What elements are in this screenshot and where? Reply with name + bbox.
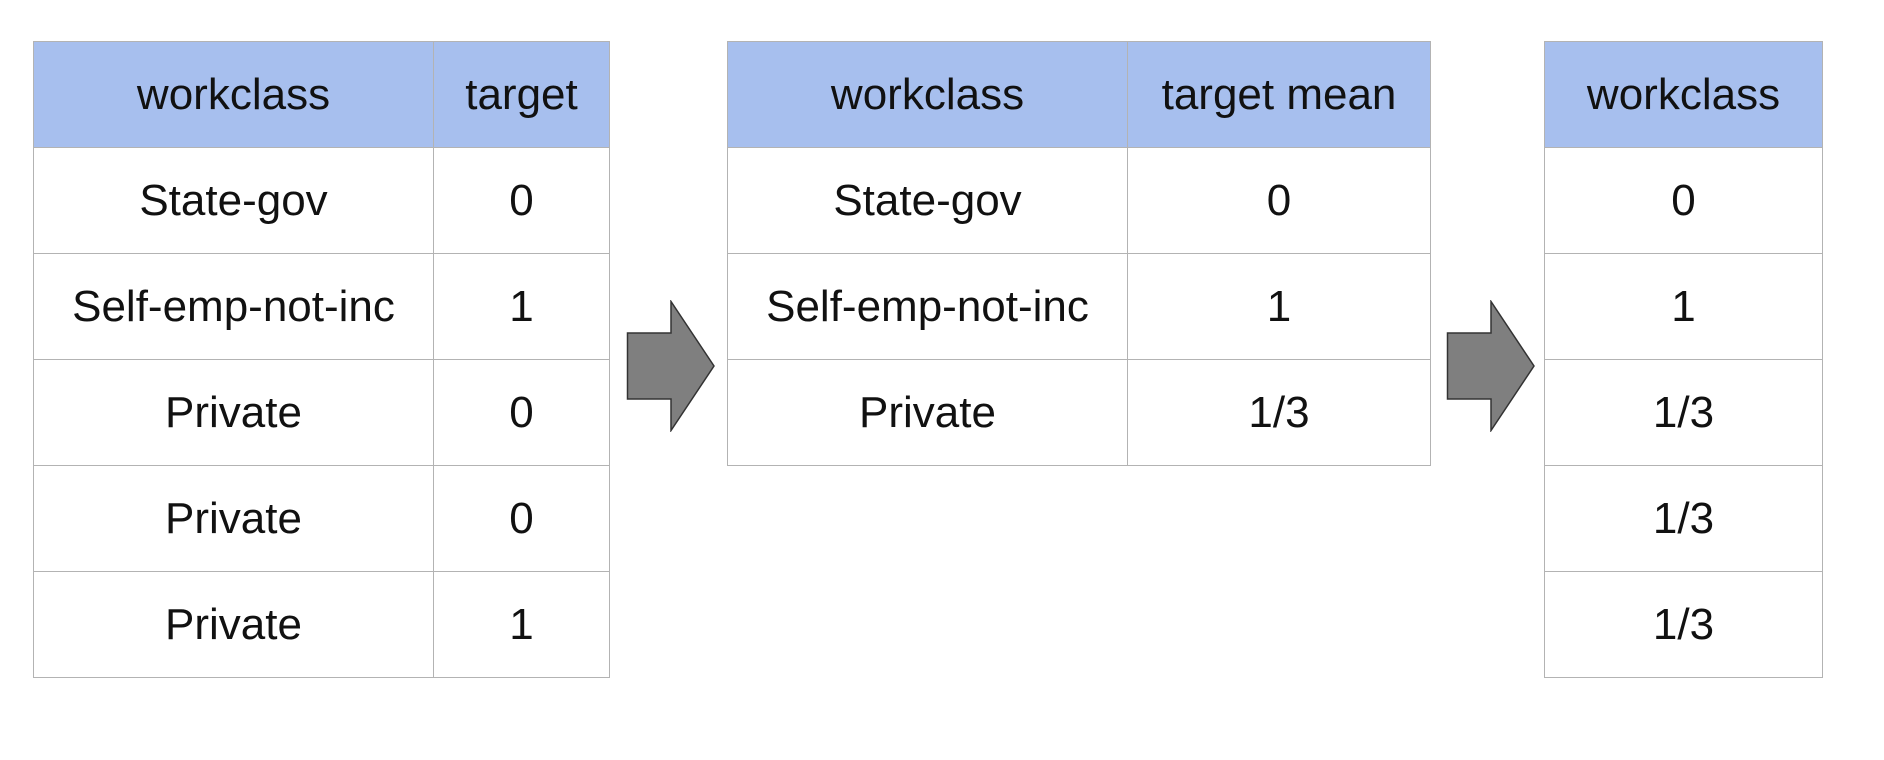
cell-workclass: Self-emp-not-inc	[727, 253, 1128, 360]
cell-workclass: Private	[33, 571, 434, 678]
cell-encoded-workclass: 1/3	[1544, 359, 1823, 466]
right-arrow-icon	[626, 300, 715, 432]
cell-workclass: Private	[33, 359, 434, 466]
table-row: State-gov 0	[727, 147, 1431, 254]
right-arrow-icon	[1446, 300, 1535, 432]
table-row: Private 0	[33, 359, 610, 466]
cell-encoded-workclass: 1/3	[1544, 465, 1823, 572]
cell-target: 1	[433, 253, 610, 360]
table-row: 1	[1544, 253, 1823, 360]
cell-target: 0	[433, 147, 610, 254]
table-row: State-gov 0	[33, 147, 610, 254]
table-row: 0	[1544, 147, 1823, 254]
header-cell-target-mean: target mean	[1127, 41, 1431, 148]
cell-workclass: Self-emp-not-inc	[33, 253, 434, 360]
header-row: workclass target mean	[727, 41, 1431, 148]
arrow-shape	[626, 300, 715, 432]
cell-encoded-workclass: 1	[1544, 253, 1823, 360]
cell-target: 1	[433, 571, 610, 678]
mapping-table: workclass target mean State-gov 0 Self-e…	[727, 41, 1431, 466]
cell-target-mean: 1	[1127, 253, 1431, 360]
header-cell-workclass: workclass	[727, 41, 1128, 148]
header-cell-target: target	[433, 41, 610, 148]
header-cell-workclass: workclass	[1544, 41, 1823, 148]
cell-workclass: State-gov	[33, 147, 434, 254]
cell-target: 0	[433, 359, 610, 466]
header-row: workclass target	[33, 41, 610, 148]
cell-workclass: Private	[33, 465, 434, 572]
cell-workclass: Private	[727, 359, 1128, 466]
cell-workclass: State-gov	[727, 147, 1128, 254]
input-table: workclass target State-gov 0 Self-emp-no…	[33, 41, 610, 678]
table-row: Self-emp-not-inc 1	[727, 253, 1431, 360]
table-row: 1/3	[1544, 571, 1823, 678]
cell-target: 0	[433, 465, 610, 572]
cell-target-mean: 1/3	[1127, 359, 1431, 466]
cell-encoded-workclass: 0	[1544, 147, 1823, 254]
table-row: Private 0	[33, 465, 610, 572]
cell-target-mean: 0	[1127, 147, 1431, 254]
table-row: Private 1	[33, 571, 610, 678]
header-row: workclass	[1544, 41, 1823, 148]
table-row: Private 1/3	[727, 359, 1431, 466]
cell-encoded-workclass: 1/3	[1544, 571, 1823, 678]
arrow-shape	[1446, 300, 1535, 432]
header-cell-workclass: workclass	[33, 41, 434, 148]
output-table: workclass 0 1 1/3 1/3 1/3	[1544, 41, 1823, 678]
table-row: 1/3	[1544, 465, 1823, 572]
table-row: Self-emp-not-inc 1	[33, 253, 610, 360]
table-row: 1/3	[1544, 359, 1823, 466]
